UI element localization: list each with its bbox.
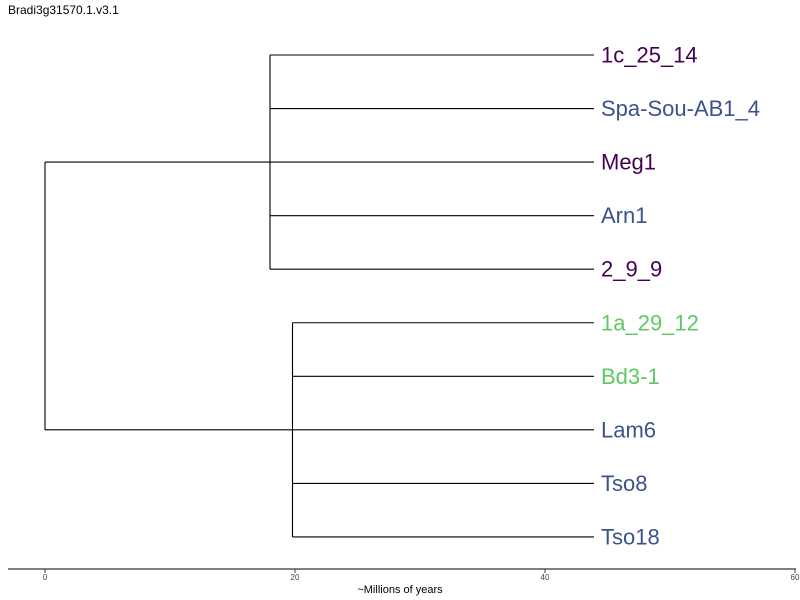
tip-label: Spa-Sou-AB1_4 (601, 96, 760, 121)
tree-title: Bradi3g31570.1.v3.1 (8, 3, 119, 17)
tip-label: Tso18 (601, 524, 660, 549)
axis-tick-label: 40 (541, 573, 550, 582)
axis-tick-label: 20 (291, 573, 300, 582)
tip-label: Arn1 (601, 203, 647, 228)
tip-label: Bd3-1 (601, 364, 660, 389)
tree-branches (44, 54, 594, 538)
tip-label: 1c_25_14 (601, 43, 698, 68)
tip-label: Meg1 (601, 150, 656, 175)
axis-tick-label: 0 (43, 573, 48, 582)
axis-title: ~Millions of years (357, 584, 443, 596)
tip-labels: 1c_25_14 Spa-Sou-AB1_4 Meg1 Arn1 2_9_9 1a_29_… (601, 43, 760, 550)
tip-label: 1a_29_12 (601, 310, 699, 335)
tip-label: Tso8 (601, 471, 647, 496)
time-axis: 0 20 40 60 ~Millions of years (8, 568, 800, 596)
tip-label: 2_9_9 (601, 257, 662, 282)
axis-ticks: 0 20 40 60 (43, 569, 800, 582)
axis-tick-label: 60 (791, 573, 800, 582)
tip-label: Lam6 (601, 417, 656, 442)
